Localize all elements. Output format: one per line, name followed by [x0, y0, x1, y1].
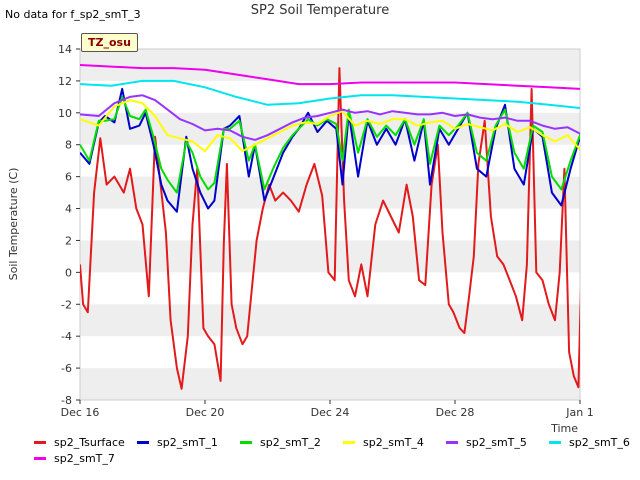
legend-label: sp2_smT_5 [466, 436, 527, 449]
y-tick-label: -4 [61, 330, 72, 343]
y-ticks: -8 -6 -4 -2 0 2 4 6 8 10 12 14 [58, 43, 80, 407]
y-tick-label: 6 [65, 171, 72, 184]
grid-band [80, 304, 580, 337]
series-line-sp2_smT_4 [80, 99, 580, 153]
legend-swatch [549, 441, 561, 444]
grid-bands [79, 48, 581, 401]
series-lines [80, 64, 580, 390]
series-line-sp2_smT_6 [80, 79, 580, 110]
x-tick-label: Jan 1 [565, 406, 593, 419]
x-axis-label: Time [550, 422, 578, 435]
no-data-note: No data for f_sp2_smT_3 [5, 8, 141, 21]
series-line-sp2_Tsurface [80, 67, 580, 390]
legend-label: sp2_smT_4 [363, 436, 424, 449]
y-tick-label: 8 [65, 139, 72, 152]
legend-swatch [343, 441, 355, 444]
grid-band [80, 176, 580, 209]
grid-band [80, 368, 580, 400]
y-tick-label: 0 [65, 266, 72, 279]
legend-swatch [137, 441, 149, 444]
legend-item-sp2_smT_6: sp2_smT_6 [549, 436, 630, 449]
legend-item-sp2_smT_2: sp2_smT_2 [240, 436, 321, 449]
y-tick-label: -2 [61, 298, 72, 311]
y-axis-label: Soil Temperature (C) [7, 168, 20, 281]
legend-swatch [34, 441, 46, 444]
y-tick-label: -8 [61, 394, 72, 407]
series-line-sp2_smT_7 [80, 64, 580, 90]
legend-label: sp2_smT_7 [54, 452, 115, 465]
x-tick-label: Dec 28 [436, 406, 475, 419]
legend-item-sp2_smT_4: sp2_smT_4 [343, 436, 424, 449]
y-tick-label: 2 [65, 234, 72, 247]
legend-label: sp2_smT_1 [157, 436, 218, 449]
legend-swatch [446, 441, 458, 444]
legend-swatch [240, 441, 252, 444]
chart-title: SP2 Soil Temperature [250, 3, 390, 18]
legend-label: sp2_smT_6 [569, 436, 630, 449]
y-tick-label: 12 [58, 75, 72, 88]
legend-label: sp2_Tsurface [54, 436, 125, 449]
y-tick-label: 4 [65, 203, 72, 216]
x-tick-label: Dec 24 [311, 406, 350, 419]
grid-band [80, 49, 580, 81]
timezone-badge: TZ_osu [81, 33, 138, 52]
legend-item-sp2_smT_1: sp2_smT_1 [137, 436, 218, 449]
y-tick-label: 10 [58, 107, 72, 120]
y-tick-label: 14 [58, 43, 72, 56]
series-line-sp2_smT_2 [80, 95, 580, 194]
legend-swatch [34, 457, 46, 460]
x-ticks: Dec 16 Dec 20 Dec 24 Dec 28 Jan 1 [61, 400, 594, 419]
legend-label: sp2_smT_2 [260, 436, 321, 449]
x-tick-label: Dec 16 [61, 406, 100, 419]
x-tick-label: Dec 20 [186, 406, 225, 419]
legend-item-sp2_Tsurface: sp2_Tsurface [34, 436, 125, 449]
y-tick-label: -6 [61, 362, 72, 375]
series-line-sp2_smT_5 [80, 94, 580, 141]
legend-item-sp2_smT_5: sp2_smT_5 [446, 436, 527, 449]
legend-item-sp2_smT_7: sp2_smT_7 [34, 452, 115, 465]
